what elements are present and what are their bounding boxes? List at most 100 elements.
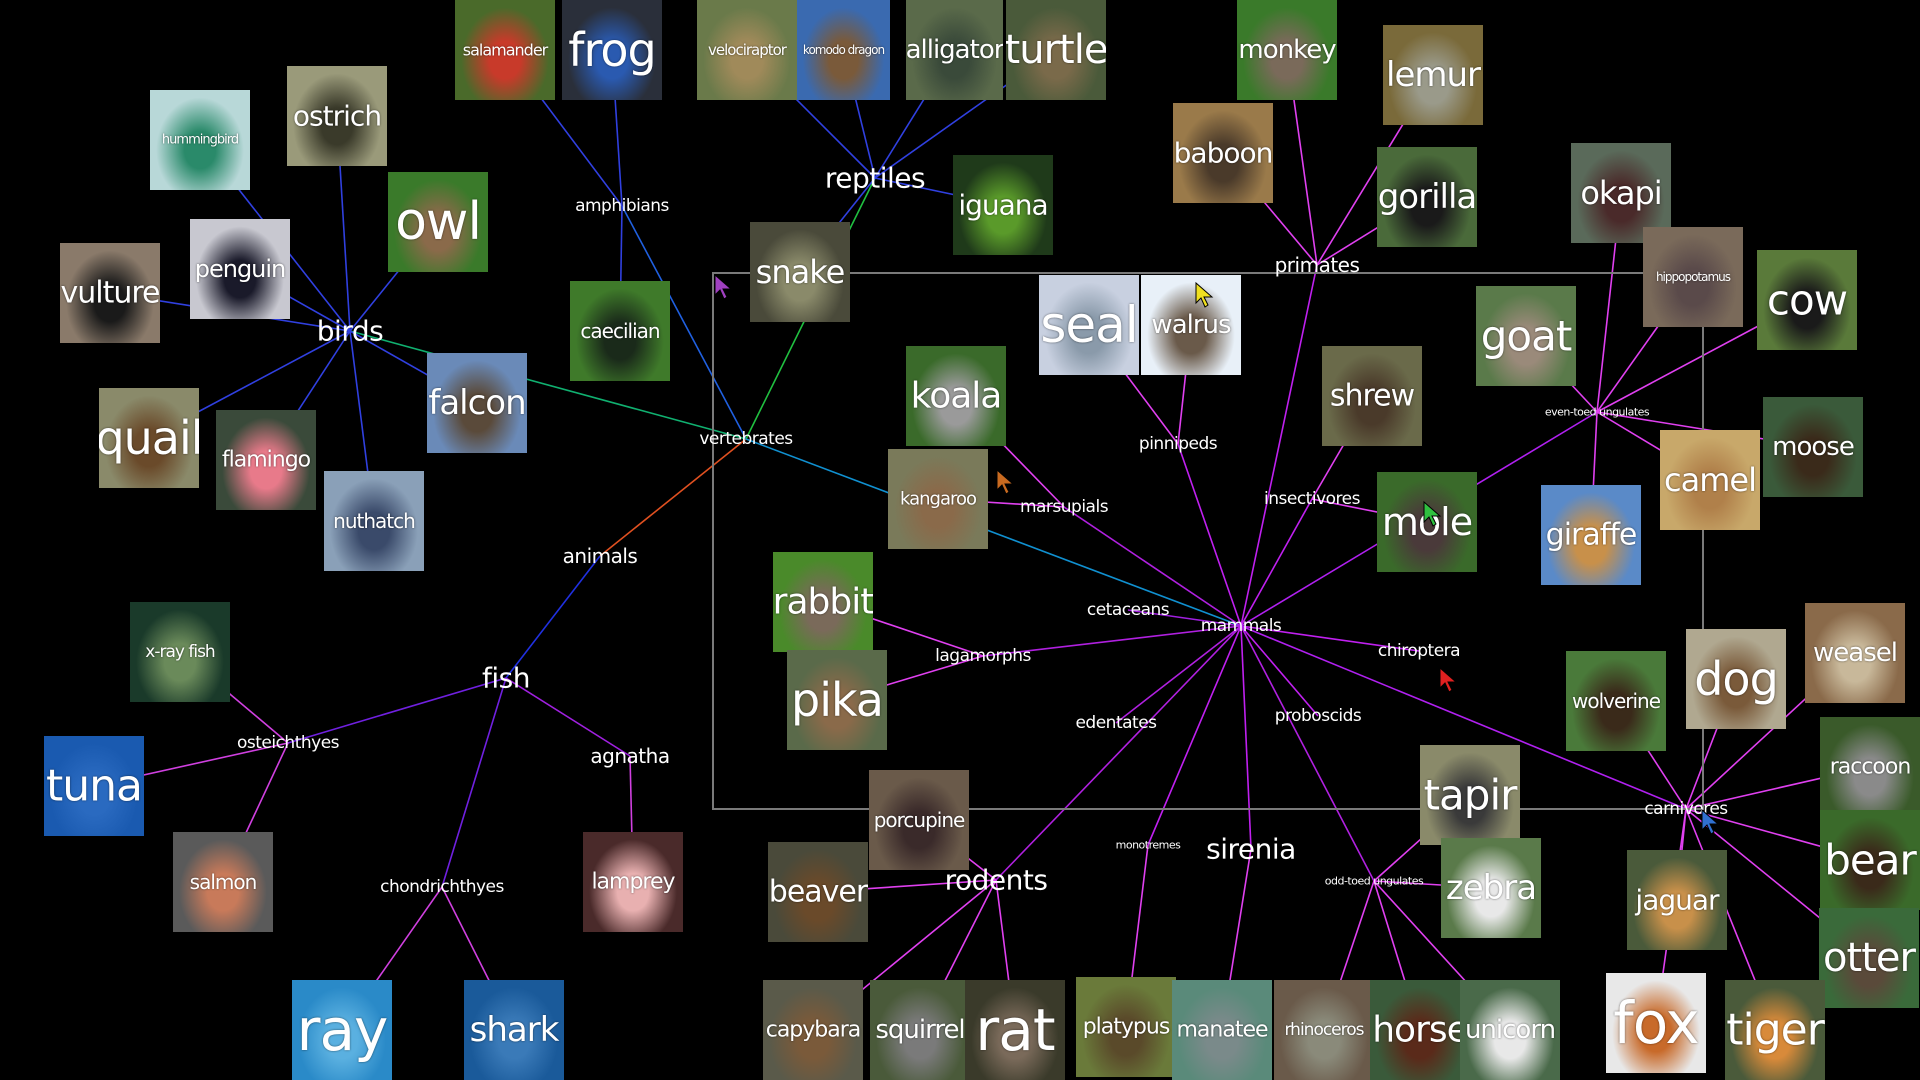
animal-node-snake[interactable]: snake [750,222,850,322]
category-label-pinnipeds[interactable]: pinnipeds [1138,434,1218,454]
animal-node-rat[interactable]: rat [965,980,1065,1080]
animal-node-raccoon[interactable]: raccoon [1820,717,1920,817]
edge-mammals-cetaceans [1127,609,1242,627]
category-label-even-toed[interactable]: even-toed ungulates [1544,405,1650,419]
category-label-chiroptera[interactable]: chiroptera [1377,641,1461,661]
animal-node-squirrel[interactable]: squirrel [870,980,970,1080]
animal-node-rabbit[interactable]: rabbit [773,552,873,652]
category-label-animals[interactable]: animals [562,544,638,568]
category-label-cetaceans[interactable]: cetaceans [1086,600,1170,620]
animal-caption: flamingo [221,447,311,473]
animal-node-alligator[interactable]: alligator [906,0,1003,100]
animal-node-weasel[interactable]: weasel [1805,603,1905,703]
category-label-amphibians[interactable]: amphibians [575,196,669,216]
animal-caption: weasel [1813,638,1898,668]
animal-node-unicorn[interactable]: unicorn [1460,980,1560,1080]
animal-node-tuna[interactable]: tuna [44,736,144,836]
category-label-sirenia[interactable]: sirenia [1206,832,1296,866]
animal-node-kangaroo[interactable]: kangaroo [888,449,988,549]
animal-node-pika[interactable]: pika [787,650,887,750]
animal-caption: shark [469,1010,560,1050]
animal-node-hummingbird[interactable]: hummingbird [150,90,250,190]
animal-node-hippo[interactable]: hippopotamus [1643,227,1743,327]
category-label-marsupials[interactable]: marsupials [1019,497,1109,517]
category-label-agnatha[interactable]: agnatha [590,744,670,768]
animal-node-moose[interactable]: moose [1763,397,1863,497]
animal-node-jaguar[interactable]: jaguar [1627,850,1727,950]
animal-node-velociraptor[interactable]: velociraptor [697,0,797,100]
animal-node-zebra[interactable]: zebra [1441,838,1541,938]
edge-mammals-marsupials [1063,506,1242,627]
animal-node-nuthatch[interactable]: nuthatch [324,471,424,571]
animal-node-turtle[interactable]: turtle [1006,0,1106,100]
animal-node-dog[interactable]: dog [1686,629,1786,729]
animal-node-fox[interactable]: fox [1606,973,1706,1073]
animal-caption: rat [975,996,1055,1064]
category-label-chondrichthyes[interactable]: chondrichthyes [380,877,504,897]
animal-node-gorilla[interactable]: gorilla [1377,147,1477,247]
animal-node-quail[interactable]: quail [99,388,199,488]
edge-mammals-proboscids [1240,625,1319,717]
category-label-primates[interactable]: primates [1274,253,1360,277]
animal-node-penguin[interactable]: penguin [190,219,290,319]
animal-caption: okapi [1580,174,1662,212]
category-label-vertebrates[interactable]: vertebrates [699,429,793,449]
animal-node-tiger[interactable]: tiger [1725,980,1825,1080]
animal-node-flamingo[interactable]: flamingo [216,410,316,510]
animal-node-manatee[interactable]: manatee [1172,980,1272,1080]
animal-node-okapi[interactable]: okapi [1571,143,1671,243]
animal-node-salamander[interactable]: salamander [455,0,555,100]
animal-node-lamprey[interactable]: lamprey [583,832,683,932]
animal-node-seal[interactable]: seal [1039,275,1139,375]
animal-node-ostrich[interactable]: ostrich [287,66,387,166]
animal-node-capybara[interactable]: capybara [763,980,863,1080]
category-label-lagamorphs[interactable]: lagamorphs [935,646,1031,666]
animal-node-komodo[interactable]: komodo dragon [797,0,890,100]
category-label-edentates[interactable]: edentates [1075,713,1157,733]
animal-caption: penguin [194,255,287,283]
category-label-insectivores[interactable]: insectivores [1264,489,1360,509]
category-label-birds[interactable]: birds [316,314,384,348]
animal-node-iguana[interactable]: iguana [953,155,1053,255]
animal-node-falcon[interactable]: falcon [427,353,527,453]
animal-node-bear[interactable]: bear [1820,810,1920,910]
animal-node-ray[interactable]: ray [292,980,392,1080]
animal-node-lemur[interactable]: lemur [1383,25,1483,125]
category-label-proboscids[interactable]: proboscids [1274,706,1362,726]
animal-node-caecilian[interactable]: caecilian [570,281,670,381]
animal-caption: iguana [958,188,1048,222]
animal-node-koala[interactable]: koala [906,346,1006,446]
animal-node-wolverine[interactable]: wolverine [1566,651,1666,751]
animal-node-horse[interactable]: horse [1370,980,1470,1080]
animal-node-vulture[interactable]: vulture [60,243,160,343]
animal-node-camel[interactable]: camel [1660,430,1760,530]
animal-caption: zebra [1445,868,1537,908]
animal-caption: giraffe [1545,517,1638,553]
animal-node-xray[interactable]: x-ray fish [130,602,230,702]
animal-node-giraffe[interactable]: giraffe [1541,485,1641,585]
animal-node-salmon[interactable]: salmon [173,832,273,932]
category-label-fish[interactable]: fish [482,661,530,695]
animal-caption: porcupine [873,808,966,832]
category-label-reptiles[interactable]: reptiles [824,161,926,195]
animal-node-cow[interactable]: cow [1757,250,1857,350]
animal-node-frog[interactable]: frog [562,0,662,100]
animal-node-shark[interactable]: shark [464,980,564,1080]
animal-node-walrus[interactable]: walrus [1141,275,1241,375]
animal-node-tapir[interactable]: tapir [1420,745,1520,845]
animal-node-otter[interactable]: otter [1819,908,1919,1008]
animal-node-beaver[interactable]: beaver [768,842,868,942]
animal-node-baboon[interactable]: baboon [1173,103,1273,203]
category-label-osteichthyes[interactable]: osteichthyes [236,733,340,753]
animal-node-platypus[interactable]: platypus [1076,977,1176,1077]
animal-node-owl[interactable]: owl [388,172,488,272]
category-label-monotremes[interactable]: monotremes [1115,838,1181,852]
animal-node-monkey[interactable]: monkey [1237,0,1337,100]
category-label-mammals[interactable]: mammals [1200,616,1282,636]
category-label-odd-toed[interactable]: odd-toed ungulates [1324,874,1424,888]
animal-node-shrew[interactable]: shrew [1322,346,1422,446]
animal-node-rhinoceros[interactable]: rhinoceros [1274,980,1374,1080]
animal-node-porcupine[interactable]: porcupine [869,770,969,870]
animal-node-goat[interactable]: goat [1476,286,1576,386]
